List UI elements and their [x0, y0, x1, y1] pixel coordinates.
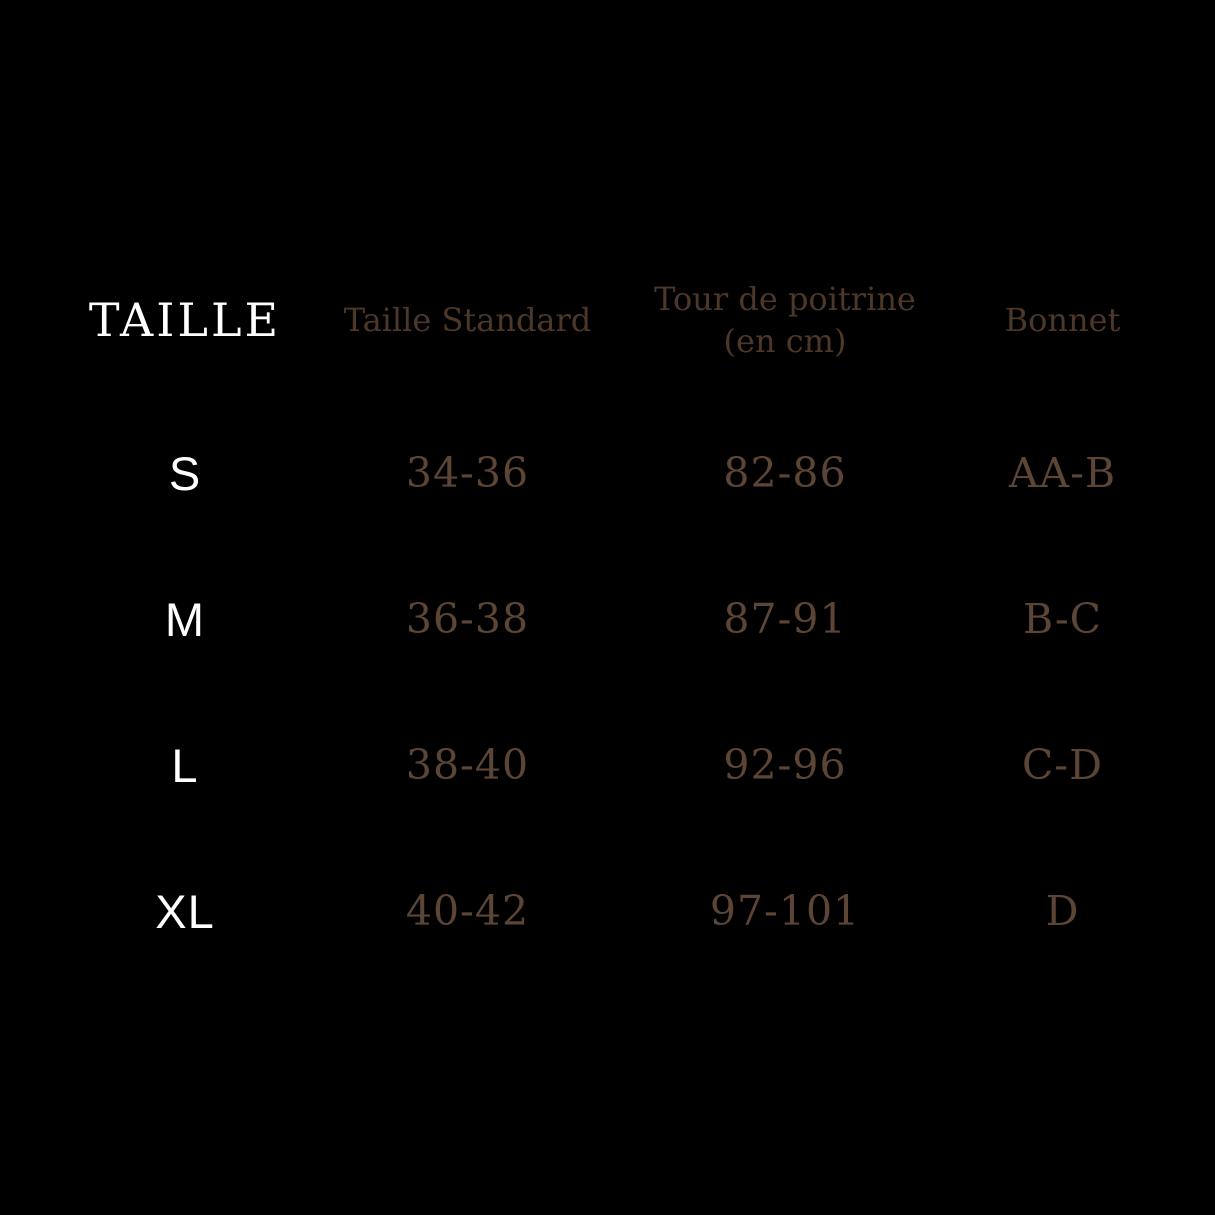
header-cell-tour-de-poitrine: Tour de poitrine (en cm): [650, 240, 920, 400]
table-row-m-standard: 36-38: [285, 546, 650, 692]
table-row-l-standard: 38-40: [285, 692, 650, 838]
size-chart-table: TAILLE Taille Standard Tour de poitrine …: [85, 240, 1205, 984]
table-row-xl-cup: D: [920, 838, 1205, 984]
value-m-cup: B-C: [1022, 595, 1103, 643]
value-s-chest: 82-86: [723, 449, 847, 497]
size-label-s: S: [168, 446, 202, 500]
value-m-chest: 87-91: [723, 595, 847, 643]
table-row-m-chest: 87-91: [650, 546, 920, 692]
value-xl-chest: 97-101: [709, 887, 861, 935]
value-l-standard: 38-40: [405, 741, 530, 789]
column-header-tour-de-poitrine: Tour de poitrine (en cm): [654, 278, 916, 362]
column-header-tour-de-poitrine-line1: Tour de poitrine: [654, 279, 916, 318]
value-xl-cup: D: [1045, 887, 1080, 935]
table-row-l-size: L: [85, 692, 285, 838]
table-row-s-size: S: [85, 400, 285, 546]
value-l-cup: C-D: [1021, 741, 1104, 789]
table-row-xl-chest: 97-101: [650, 838, 920, 984]
value-s-standard: 34-36: [405, 449, 530, 497]
value-s-cup: AA-B: [1008, 449, 1117, 497]
size-label-m: M: [164, 592, 206, 646]
table-row-l-chest: 92-96: [650, 692, 920, 838]
table-row-s-cup: AA-B: [920, 400, 1205, 546]
header-cell-taille: TAILLE: [85, 240, 285, 400]
table-row-m-cup: B-C: [920, 546, 1205, 692]
column-header-taille: TAILLE: [88, 292, 282, 347]
size-label-xl: XL: [155, 884, 215, 938]
column-header-bonnet: Bonnet: [1004, 300, 1121, 339]
table-row-xl-size: XL: [85, 838, 285, 984]
table-row-s-chest: 82-86: [650, 400, 920, 546]
table-row-xl-standard: 40-42: [285, 838, 650, 984]
table-row-s-standard: 34-36: [285, 400, 650, 546]
header-cell-taille-standard: Taille Standard: [285, 240, 650, 400]
value-l-chest: 92-96: [723, 741, 847, 789]
value-m-standard: 36-38: [405, 595, 530, 643]
column-header-taille-standard: Taille Standard: [343, 300, 592, 339]
size-label-l: L: [171, 738, 199, 792]
table-row-l-cup: C-D: [920, 692, 1205, 838]
column-header-tour-de-poitrine-line2: (en cm): [723, 322, 847, 360]
value-xl-standard: 40-42: [405, 887, 530, 935]
header-cell-bonnet: Bonnet: [920, 240, 1205, 400]
table-row-m-size: M: [85, 546, 285, 692]
